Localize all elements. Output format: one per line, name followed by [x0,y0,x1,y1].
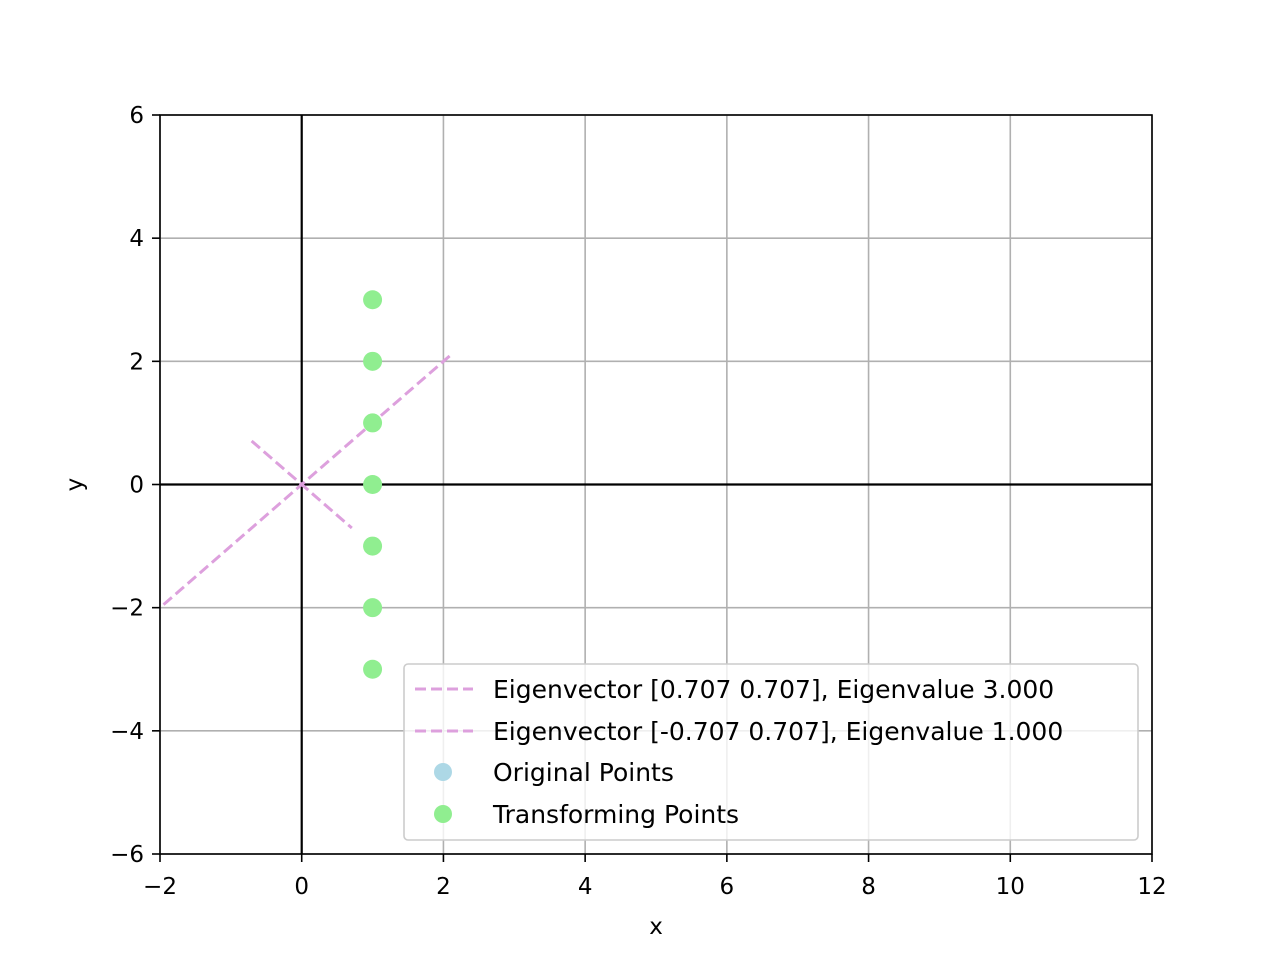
y-tick-label: 0 [129,473,144,499]
x-tick-label: 6 [720,874,735,900]
eigenvector-line-1 [162,352,453,606]
eigenvector-line-2 [250,439,353,530]
point-1-1 [363,351,383,371]
y-axis-label: y [62,478,88,492]
data-points [363,290,383,679]
point-1-5 [363,598,383,618]
x-tick-label: 12 [1137,874,1166,900]
x-tick-label: −2 [143,874,177,900]
x-tick-label: 2 [436,874,451,900]
legend-swatch-original-points [434,763,452,781]
point-1-3 [363,475,383,494]
point-1-4 [363,536,383,556]
x-tick-label: 4 [578,874,593,900]
x-tick-label: 8 [861,874,876,900]
legend-label-eigenvector-1: Eigenvector [0.707 0.707], Eigenvalue 3.… [493,675,1054,704]
point-1-2 [363,413,383,433]
y-tick-label: −2 [110,596,144,622]
y-tick-label: 4 [129,226,144,252]
legend: Eigenvector [0.707 0.707], Eigenvalue 3.… [403,663,1139,841]
y-tick-label: 6 [129,103,144,129]
legend-label-eigenvector-2: Eigenvector [-0.707 0.707], Eigenvalue 1… [493,717,1063,746]
legend-swatch-transforming-points [434,805,452,823]
axis-ticks: −2 0 2 4 6 8 10 12 −6 −4 −2 0 2 4 6 [110,103,1167,900]
point-1-0 [363,290,383,310]
eigenvector-lines [162,352,453,606]
x-axis-label: x [649,914,663,940]
y-tick-label: 2 [129,349,144,375]
point-1-6 [363,659,383,679]
y-tick-label: −4 [110,719,144,745]
legend-label-transforming-points: Transforming Points [492,800,739,829]
legend-box [403,663,1139,841]
x-tick-label: 0 [294,874,309,900]
x-tick-label: 10 [996,874,1025,900]
legend-label-original-points: Original Points [493,758,674,787]
y-tick-label: −6 [110,842,144,868]
